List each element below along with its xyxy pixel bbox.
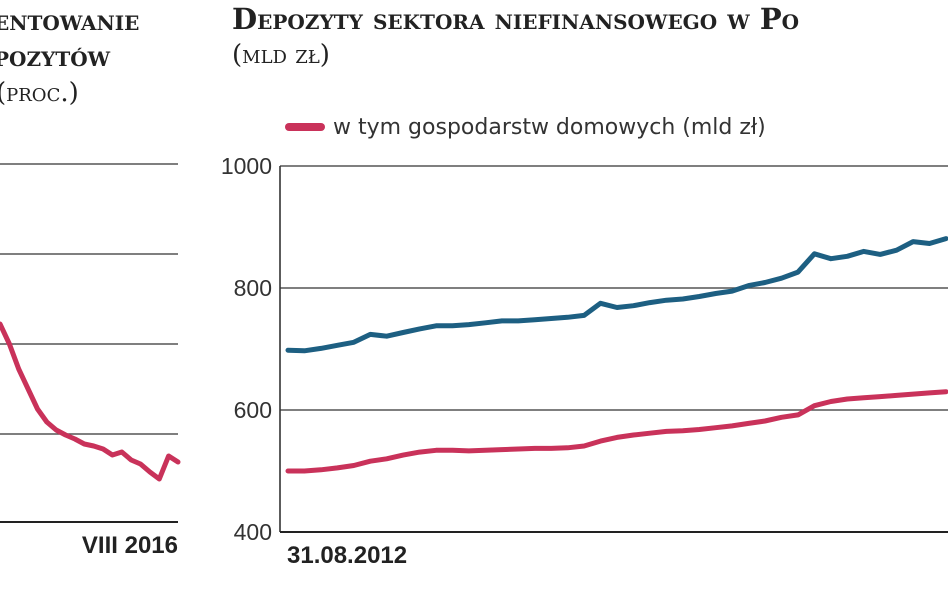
left-chart-title-line-1: entowanie (0, 4, 140, 37)
right-y-tick-1000: 1000 (221, 153, 272, 179)
right-chart-title: Depozyty sektora niefinansowego w Po (232, 2, 800, 36)
left-x-axis-label: VIII 2016 (82, 532, 178, 559)
right-y-tick-600: 600 (234, 397, 272, 423)
left-chart-subtitle: (proc.) (0, 78, 79, 108)
left-chart-title-line-2: pozytów (0, 40, 111, 73)
right-chart-legend: w tym gospodarstw domowych (mld zł) (285, 112, 766, 142)
legend-label: w tym gospodarstw domowych (mld zł) (333, 114, 766, 140)
left-series-line (0, 321, 181, 482)
right-y-tick-400: 400 (234, 519, 272, 545)
right-y-tick-800: 800 (234, 275, 272, 301)
right-series-line-0 (285, 236, 948, 354)
right-chart-subtitle: (mld zł) (232, 40, 330, 70)
right-series-line-1 (285, 389, 948, 474)
legend-swatch (285, 123, 325, 131)
right-x-start-label: 31.08.2012 (287, 542, 407, 569)
